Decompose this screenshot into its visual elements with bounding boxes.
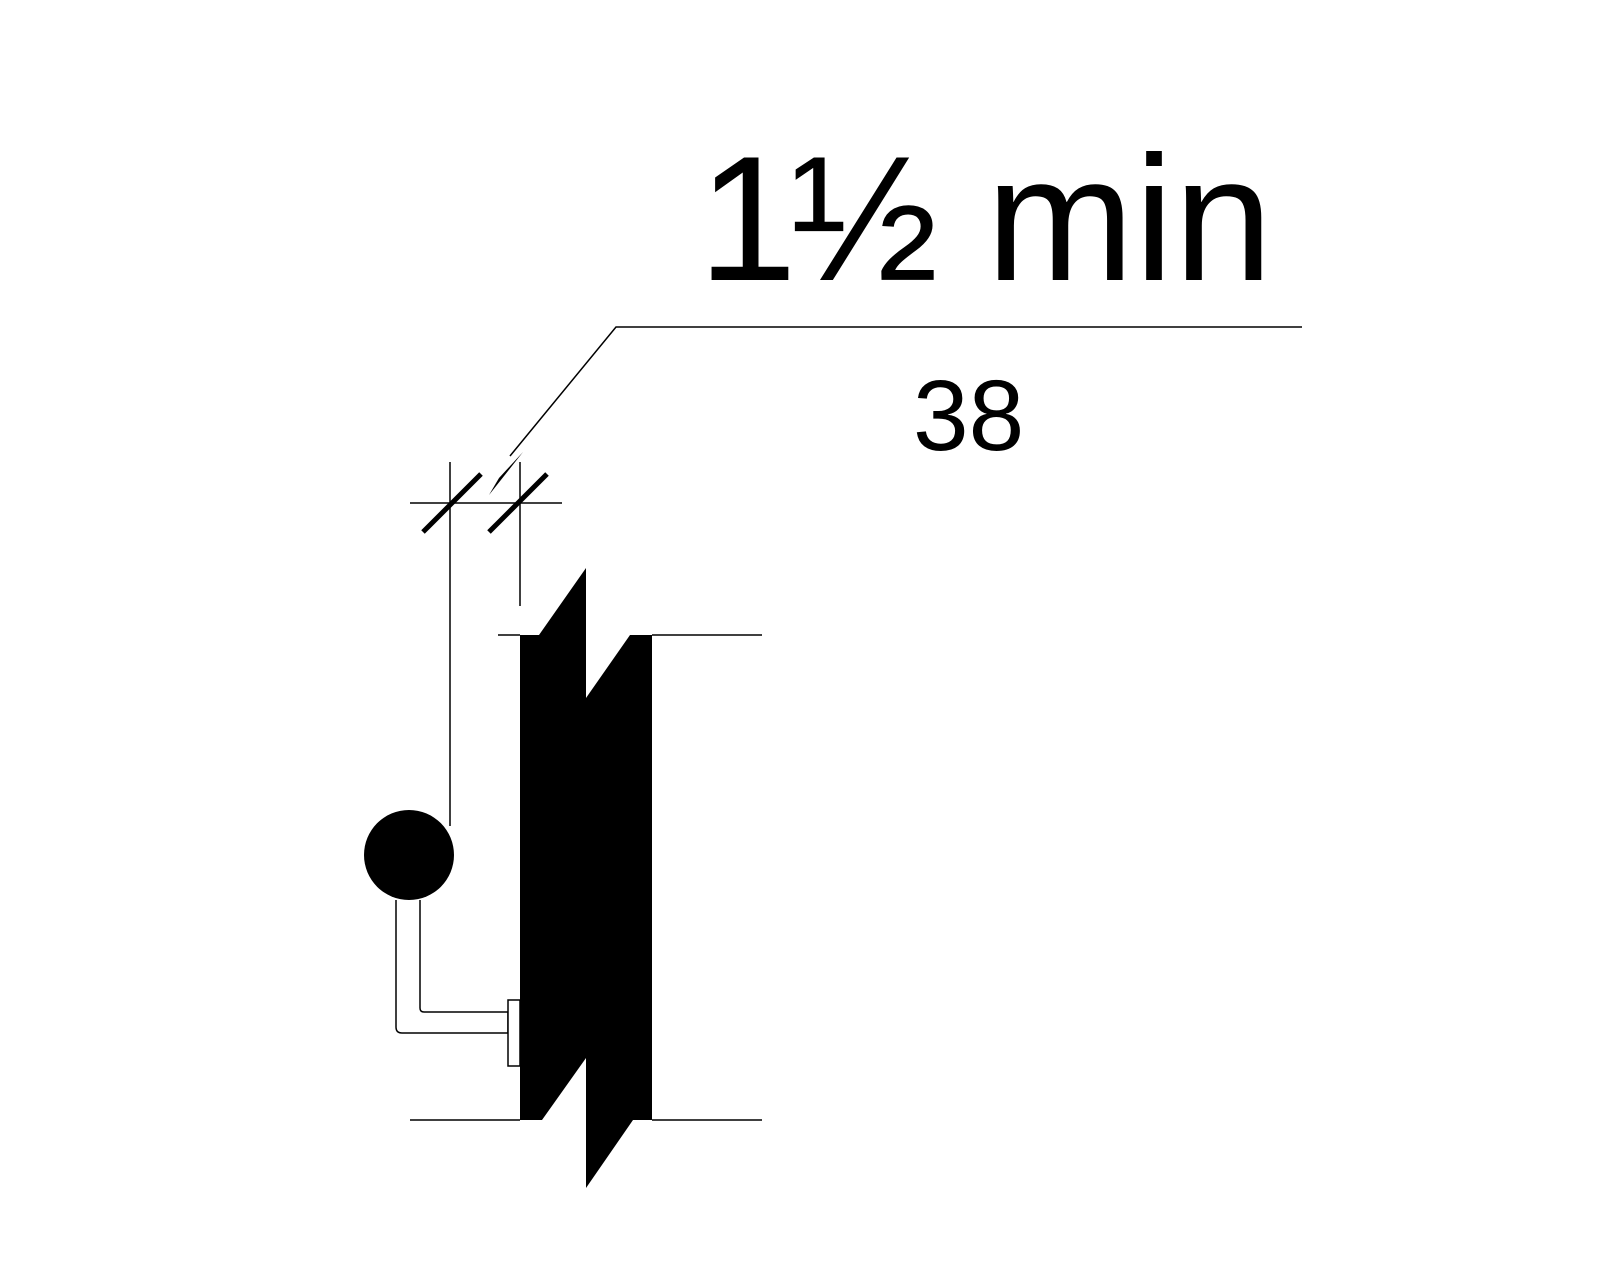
metric-dimension-label: 38 xyxy=(913,360,1024,472)
dimension-tick-right xyxy=(487,472,549,534)
imperial-dimension-label: 1 ½ min xyxy=(698,119,1273,318)
mounting-plate xyxy=(507,999,521,1067)
handrail-bracket xyxy=(395,900,509,1034)
dimension-fraction: ½ xyxy=(790,119,938,318)
dimension-whole: 1 xyxy=(698,119,797,318)
dimension-tick-left xyxy=(421,472,483,534)
handrail-cross-section xyxy=(364,810,454,900)
wall-section xyxy=(520,568,652,1188)
dimension-suffix: min xyxy=(986,119,1273,318)
leader-arrowhead xyxy=(489,452,523,495)
leader-line xyxy=(509,326,1302,457)
